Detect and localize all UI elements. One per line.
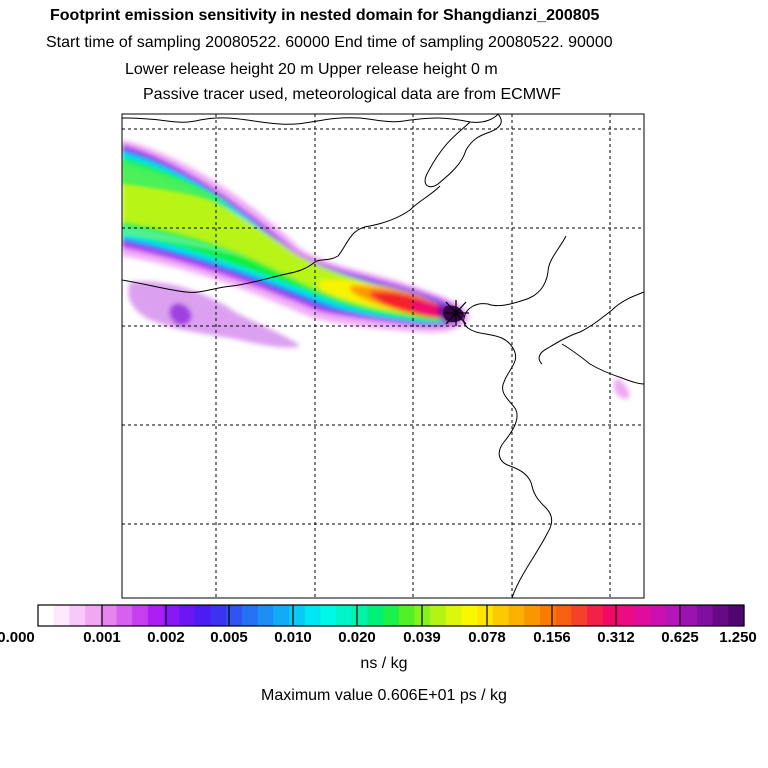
coast-bohai <box>424 114 502 188</box>
release-height-line: Lower release height 20 m Upper release … <box>125 61 498 78</box>
colorbar-swatch <box>241 605 259 626</box>
colorbar-tick-label: 0.005 <box>210 629 248 646</box>
map-title: Footprint emission sensitivity in nested… <box>50 7 600 24</box>
colorbar-swatch <box>163 605 180 626</box>
colorbar-swatch <box>289 605 306 626</box>
colorbar-swatch <box>194 605 212 626</box>
colorbar-tick-label: 0.000 <box>0 629 35 646</box>
colorbar-tick-label: 0.156 <box>533 629 571 646</box>
colorbar-swatch <box>461 605 478 626</box>
colorbar-swatch <box>53 605 70 626</box>
plume-violet-spot <box>169 303 192 326</box>
colorbar-swatch <box>257 605 274 626</box>
colorbar-swatch <box>508 605 525 626</box>
colorbar-tick-label: 0.312 <box>597 629 635 646</box>
colorbar-swatch <box>351 605 369 626</box>
colorbar-tick-label: 0.020 <box>338 629 376 646</box>
plume-green-band <box>122 160 230 204</box>
colorbar-tick-label: 1.250 <box>719 629 757 646</box>
colorbar-tick-label: 0.002 <box>147 629 185 646</box>
colorbar-swatch <box>634 605 651 626</box>
coast-peninsula-south <box>561 343 644 385</box>
colorbar-swatch <box>540 605 557 626</box>
colorbar-swatch <box>273 605 290 626</box>
colorbar-tick-label: 0.039 <box>403 629 441 646</box>
colorbar-swatch <box>555 605 573 626</box>
sampling-time-line: Start time of sampling 20080522. 60000 E… <box>46 34 613 51</box>
colorbar-tick-label: 0.010 <box>274 629 312 646</box>
colorbar-swatch <box>649 605 667 626</box>
colorbar-swatch <box>383 605 400 626</box>
colorbar-swatch <box>320 605 337 626</box>
colorbar-swatch <box>210 605 227 626</box>
colorbar-swatch <box>414 605 431 626</box>
colorbar-swatch <box>398 605 416 626</box>
colorbar-swatch <box>571 605 588 626</box>
receptor-marker-icon <box>443 300 469 326</box>
colorbar-swatch <box>524 605 541 626</box>
plume <box>122 140 630 399</box>
colorbar-tick-label: 0.625 <box>661 629 699 646</box>
maximum-value: Maximum value 0.606E+01 ps / kg <box>261 687 507 704</box>
colorbar-swatch <box>445 605 463 626</box>
colorbar-swatch <box>712 605 729 626</box>
plume-yellow-green <box>122 168 429 313</box>
colorbar-swatch <box>602 605 620 626</box>
colorbar-swatch <box>681 605 698 626</box>
coast-peninsula-east <box>538 291 644 365</box>
colorbar-swatch <box>696 605 714 626</box>
colorbar-swatch <box>430 605 447 626</box>
colorbar-swatch <box>85 605 102 626</box>
colorbar-swatch <box>179 605 196 626</box>
colorbar-swatch <box>38 605 55 626</box>
colorbar-swatch <box>665 605 682 626</box>
colorbar-swatch <box>100 605 118 626</box>
colorbar-swatch <box>304 605 321 626</box>
plume-east-spot <box>614 379 630 399</box>
graticule <box>122 114 644 598</box>
colorbar-swatch <box>69 605 86 626</box>
colorbar-dividers <box>101 605 681 626</box>
coast-east-main <box>463 235 567 598</box>
colorbar-swatch <box>336 605 353 626</box>
tracer-info-line: Passive tracer used, meteorological data… <box>143 86 561 103</box>
colorbar-tick-label: 0.001 <box>83 629 121 646</box>
colorbar-swatch <box>116 605 133 626</box>
colorbar-swatch <box>226 605 243 626</box>
map-frame <box>121 113 645 599</box>
colorbar-swatch <box>477 605 494 626</box>
colorbar-swatch <box>147 605 165 626</box>
colorbar-swatch <box>728 605 745 626</box>
colorbar <box>38 605 745 626</box>
colorbar-swatch <box>132 605 149 626</box>
colorbar-swatch <box>587 605 604 626</box>
colorbar-frame <box>37 604 745 627</box>
border-north <box>122 114 499 125</box>
plume-violet-haze <box>128 281 300 348</box>
colorbar-tick-label: 0.078 <box>468 629 506 646</box>
plume-cyan-band <box>122 225 250 258</box>
colorbar-swatch <box>618 605 635 626</box>
coast-korea-bay <box>122 185 441 293</box>
colorbar-units: ns / kg <box>360 655 408 672</box>
colorbar-swatch <box>367 605 384 626</box>
coastlines <box>122 114 644 598</box>
colorbar-swatch <box>492 605 510 626</box>
